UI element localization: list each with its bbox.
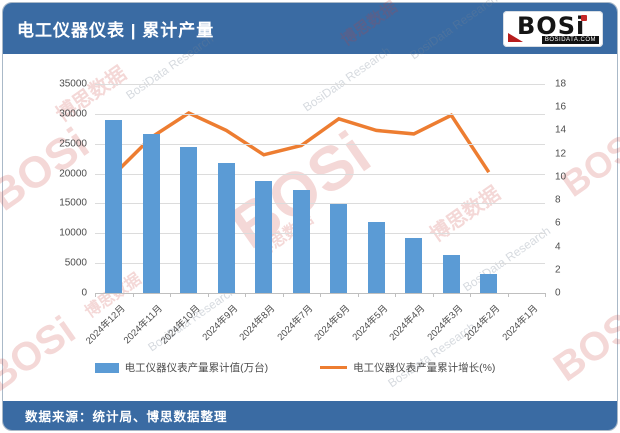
bosi-logo-text: BOSi: [517, 11, 586, 40]
right-axis-tick-label: 18: [555, 78, 567, 90]
production-bar: [480, 273, 498, 293]
left-axis-tick-label: 25000: [59, 138, 87, 150]
x-axis-category-label: 2024年6月: [312, 303, 353, 344]
bosi-logo-dot-icon: [581, 14, 587, 21]
right-axis-tick-label: 0: [555, 287, 561, 299]
right-axis-tick-label: 8: [555, 194, 561, 206]
x-axis-category-label: 2024年8月: [237, 303, 278, 344]
chart-area: 0 5000 10000 15000 20000 25000 30000 35000 0 2 4 6 8…: [3, 54, 617, 399]
right-axis-tick-label: 16: [555, 101, 567, 113]
left-axis-tick-label: 5000: [64, 257, 87, 269]
x-axis-tick: [282, 293, 284, 297]
x-axis-tick: [507, 293, 509, 297]
right-axis-tick-label: 12: [555, 148, 567, 160]
gridline: [95, 203, 545, 205]
right-axis-tick-label: 10: [555, 171, 567, 183]
x-axis-tick: [357, 293, 359, 297]
x-axis-category-label: 2024年9月: [200, 303, 241, 344]
production-bar: [255, 181, 273, 293]
left-axis-tick-label: 35000: [59, 78, 87, 90]
x-axis-category-label: 2024年1月: [500, 303, 541, 344]
gridline: [95, 143, 545, 145]
header-bar: 电工仪器仪表 | 累计产量 BOSi BOSIDATA.COM: [3, 3, 617, 54]
x-axis-category-label: 2024年2月: [462, 303, 503, 344]
production-bar: [367, 221, 385, 293]
plot-area: 0 5000 10000 15000 20000 25000 30000 35000 0 2 4 6 8…: [59, 79, 566, 347]
growth-line: [112, 111, 491, 176]
x-axis-tick: [95, 293, 96, 297]
x-axis-category-label: 2024年7月: [275, 303, 316, 344]
production-bar: [142, 134, 160, 293]
footer-bar: 数据来源：统计局、博思数据整理: [3, 401, 617, 430]
x-axis-category-label: 2024年11月: [121, 303, 166, 347]
chart-legend: 电工仪器仪表产量累计值(万台) 电工仪器仪表产量累计增长(%): [43, 360, 547, 375]
left-axis-tick-label: 15000: [59, 197, 87, 209]
production-bar: [330, 204, 348, 293]
production-bar: [405, 238, 423, 293]
production-bar: [217, 162, 235, 293]
production-bar: [180, 147, 198, 293]
bosi-logo-triangle-icon: [508, 32, 523, 42]
legend-bar-swatch-icon: [94, 362, 119, 373]
right-axis-tick-label: 14: [555, 124, 567, 136]
growth-line-chart: [112, 111, 491, 176]
gridline: [95, 173, 545, 175]
left-axis-tick-label: 30000: [59, 108, 87, 120]
x-axis-category-label: 2024年10月: [158, 303, 203, 347]
page-title: 电工仪器仪表 | 累计产量: [17, 21, 215, 40]
right-axis-tick-label: 4: [555, 241, 561, 253]
legend-item-line: 电工仪器仪表产量累计增长(%): [320, 360, 495, 375]
x-axis-category-label: 2024年5月: [350, 303, 391, 344]
legend-label: 电工仪器仪表产量累计增长(%): [353, 362, 496, 374]
bosi-logo: BOSi BOSIDATA.COM: [503, 10, 603, 47]
gridline: [95, 233, 545, 235]
data-source-note: 数据来源：统计局、博思数据整理: [25, 410, 228, 424]
right-axis-tick-label: 6: [555, 217, 561, 229]
x-axis-tick: [395, 293, 396, 297]
x-axis-tick: [432, 293, 434, 297]
x-axis-tick: [132, 293, 134, 297]
gridline: [95, 263, 545, 265]
production-bar: [292, 190, 310, 293]
right-axis-tick-label: 2: [555, 264, 561, 276]
x-axis-category-label: 2024年12月: [83, 303, 128, 347]
x-axis-category-label: 2024年4月: [387, 303, 428, 344]
gridline: [95, 84, 545, 85]
left-axis-tick-label: 10000: [59, 227, 87, 239]
x-axis-tick: [245, 293, 246, 297]
x-axis-category-label: 2024年3月: [425, 303, 466, 344]
x-axis-tick: [207, 293, 209, 297]
left-axis-tick-label: 20000: [59, 168, 87, 180]
legend-label: 电工仪器仪表产量累计值(万台): [124, 362, 269, 374]
x-axis-tick: [320, 293, 321, 297]
left-axis-tick-label: 0: [81, 287, 87, 299]
production-bar: [442, 255, 460, 293]
legend-item-bar: 电工仪器仪表产量累计值(万台): [94, 360, 269, 375]
x-axis-tick: [470, 293, 471, 297]
gridline: [95, 113, 545, 115]
legend-line-swatch-icon: [320, 365, 348, 370]
production-bar: [105, 119, 123, 293]
bosi-logo-domain: BOSIDATA.COM: [541, 35, 599, 44]
x-axis-tick: [170, 293, 171, 297]
x-axis-tick: [545, 293, 546, 297]
